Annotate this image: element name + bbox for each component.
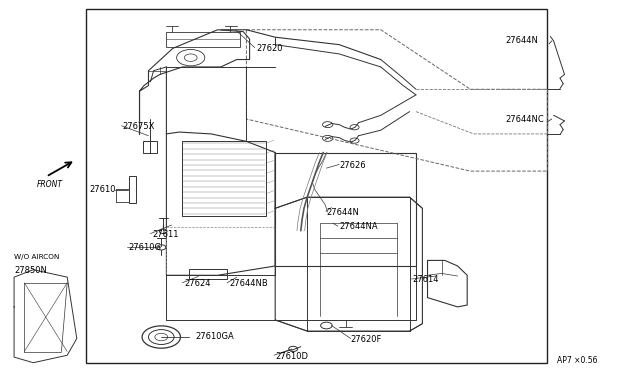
Bar (166, 32, 240, 46)
Text: 27610D: 27610D (275, 352, 308, 360)
Text: 27620F: 27620F (351, 335, 382, 344)
Text: W/O AIRCON: W/O AIRCON (14, 254, 60, 260)
Text: 27644N: 27644N (326, 208, 359, 217)
Text: 27610: 27610 (90, 185, 116, 194)
Bar (143, 141, 157, 153)
Text: 27850N: 27850N (14, 266, 47, 275)
Text: 27620: 27620 (256, 44, 282, 53)
Text: 27611: 27611 (152, 230, 179, 239)
Bar (182, 141, 266, 216)
Circle shape (289, 346, 298, 352)
Text: AP7 ×0.56: AP7 ×0.56 (557, 356, 597, 365)
Text: 27644NA: 27644NA (339, 222, 378, 231)
Text: 27610GA: 27610GA (195, 332, 234, 341)
Text: 27626: 27626 (339, 161, 366, 170)
Text: 27644NB: 27644NB (229, 279, 268, 288)
Bar (275, 153, 416, 266)
Text: 27614: 27614 (413, 275, 439, 284)
Bar (189, 269, 227, 279)
Text: FRONT: FRONT (37, 180, 63, 189)
Bar (86, 9, 547, 363)
Text: 27644NC: 27644NC (506, 115, 545, 124)
Text: 27624: 27624 (184, 279, 211, 288)
Text: 27675X: 27675X (123, 122, 156, 131)
Text: 27610G: 27610G (128, 243, 161, 252)
Bar (129, 176, 136, 203)
Text: 27644N: 27644N (506, 36, 538, 45)
